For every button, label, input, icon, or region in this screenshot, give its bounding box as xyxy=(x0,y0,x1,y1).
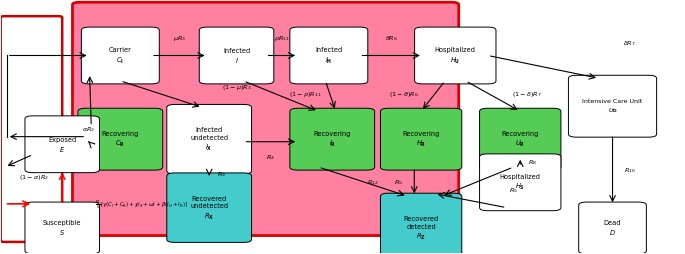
Text: Intensive Care Unit
$U_{\mathbf{D}}$: Intensive Care Unit $U_{\mathbf{D}}$ xyxy=(582,99,643,115)
Text: Recovering
$C_{\mathbf{R}}$: Recovering $C_{\mathbf{R}}$ xyxy=(101,131,139,149)
Text: $R_5$: $R_5$ xyxy=(394,178,403,186)
Text: $R_5$: $R_5$ xyxy=(509,185,518,194)
Text: $(1-\mu)R_3$: $(1-\mu)R_3$ xyxy=(222,83,251,92)
FancyBboxPatch shape xyxy=(25,116,99,173)
Text: Recovering
$I_{\mathbf{R}}$: Recovering $I_{\mathbf{R}}$ xyxy=(314,131,351,149)
Text: $\delta R_7$: $\delta R_7$ xyxy=(623,39,636,48)
Text: $(1-\alpha)R_2$: $(1-\alpha)R_2$ xyxy=(18,172,49,181)
Text: $(1-\vartheta)R_6$: $(1-\vartheta)R_6$ xyxy=(389,90,419,99)
Text: $R_8$: $R_8$ xyxy=(528,158,537,167)
FancyBboxPatch shape xyxy=(479,154,561,211)
Text: Exposed
$E$: Exposed $E$ xyxy=(48,136,76,153)
Text: Infected
$I_{\mathbf{H}}$: Infected $I_{\mathbf{H}}$ xyxy=(315,47,342,65)
Text: $\frac{R_1}{N}[\gamma(C_I+C_R)+\chi I_X+\omega I+\beta(I_H+I_R)]$: $\frac{R_1}{N}[\gamma(C_I+C_R)+\chi I_X+… xyxy=(95,198,188,210)
FancyBboxPatch shape xyxy=(479,109,561,170)
FancyBboxPatch shape xyxy=(569,76,657,138)
FancyBboxPatch shape xyxy=(25,202,99,254)
Text: $\vartheta R_6$: $\vartheta R_6$ xyxy=(385,34,398,43)
Text: $R_{10}$: $R_{10}$ xyxy=(624,166,636,174)
FancyBboxPatch shape xyxy=(380,194,462,254)
Text: $R_4$: $R_4$ xyxy=(266,153,275,162)
Text: $\mu R_3$: $\mu R_3$ xyxy=(173,34,186,43)
FancyBboxPatch shape xyxy=(167,105,251,174)
Text: Recovered
detected
$R_{\mathbf{Z}}$: Recovered detected $R_{\mathbf{Z}}$ xyxy=(403,215,438,241)
Text: Infected
$I$: Infected $I$ xyxy=(223,48,250,65)
FancyBboxPatch shape xyxy=(82,28,160,85)
FancyBboxPatch shape xyxy=(290,109,375,170)
Text: $R_9$: $R_9$ xyxy=(217,169,226,178)
FancyBboxPatch shape xyxy=(73,3,459,236)
FancyBboxPatch shape xyxy=(1,17,62,242)
Text: Susceptible
$S$: Susceptible $S$ xyxy=(43,219,82,236)
Text: $R_{12}$: $R_{12}$ xyxy=(367,178,379,186)
Text: $\alpha R_2$: $\alpha R_2$ xyxy=(82,125,95,134)
FancyBboxPatch shape xyxy=(199,28,274,85)
Text: Recovering
$U_{\mathbf{R}}$: Recovering $U_{\mathbf{R}}$ xyxy=(501,131,539,149)
Text: Dead
$D$: Dead $D$ xyxy=(603,219,621,236)
FancyBboxPatch shape xyxy=(579,202,647,254)
Text: Hospitalized
$H_{\mathbf{S}}$: Hospitalized $H_{\mathbf{S}}$ xyxy=(500,173,540,192)
Text: Infected
undetected
$I_{\mathbf{X}}$: Infected undetected $I_{\mathbf{X}}$ xyxy=(190,127,228,152)
Text: Hospitalized
$H_{\mathbf{U}}$: Hospitalized $H_{\mathbf{U}}$ xyxy=(435,47,476,65)
Text: $(1-\rho)R_{11}$: $(1-\rho)R_{11}$ xyxy=(288,90,321,99)
Text: Recovered
undetected
$R_{\mathbf{X}}$: Recovered undetected $R_{\mathbf{X}}$ xyxy=(190,195,228,221)
Text: Carrier
$C_{\mathbf{I}}$: Carrier $C_{\mathbf{I}}$ xyxy=(109,47,132,65)
Text: $(1-\delta)R_7$: $(1-\delta)R_7$ xyxy=(512,90,542,99)
FancyBboxPatch shape xyxy=(380,109,462,170)
FancyBboxPatch shape xyxy=(290,28,368,85)
Text: Recovering
$H_{\mathbf{R}}$: Recovering $H_{\mathbf{R}}$ xyxy=(402,131,440,149)
FancyBboxPatch shape xyxy=(167,173,251,243)
FancyBboxPatch shape xyxy=(414,28,496,85)
FancyBboxPatch shape xyxy=(78,109,163,170)
Text: $\rho R_{11}$: $\rho R_{11}$ xyxy=(274,34,290,43)
